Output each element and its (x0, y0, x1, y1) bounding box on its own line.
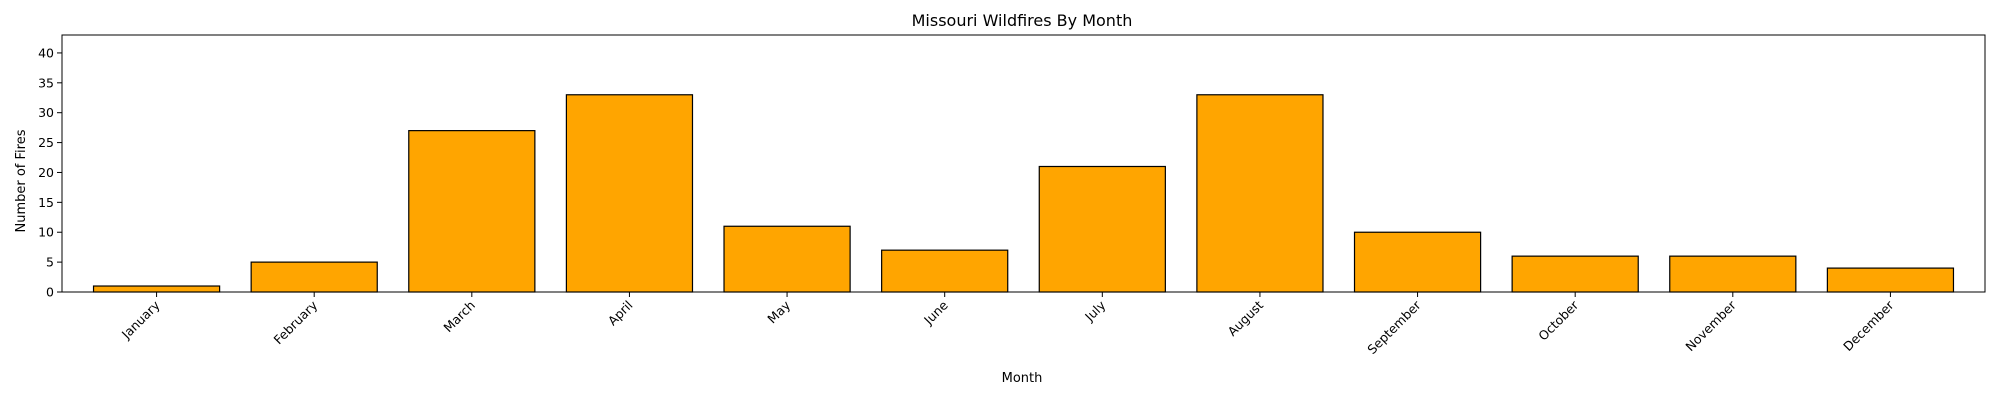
x-tick-label: August (1225, 297, 1267, 339)
bar-december (1826, 267, 1955, 293)
y-axis: 0 5 10 15 20 25 30 35 40 (38, 45, 62, 300)
bar-november (1669, 255, 1797, 293)
bar-march (408, 130, 536, 293)
x-tick-label: November (1682, 297, 1739, 354)
y-tick-label: 30 (38, 105, 54, 120)
y-tick-label: 0 (46, 285, 54, 300)
x-axis-label: Month (1002, 371, 1043, 386)
x-tick-label: May (764, 297, 793, 326)
bars-group (92, 94, 1955, 293)
x-tick-label: October (1535, 297, 1582, 344)
x-tick-label: June (920, 297, 951, 328)
bar-april (565, 94, 694, 293)
y-tick-label: 25 (38, 135, 54, 150)
x-tick-label: December (1840, 297, 1897, 354)
y-tick-label: 20 (38, 165, 54, 180)
bar-june (881, 249, 1009, 293)
bar-july (1038, 165, 1166, 293)
x-tick-label: July (1081, 297, 1109, 325)
y-tick-label: 10 (38, 225, 54, 240)
bar-february (250, 261, 378, 293)
chart-title: Missouri Wildfires By Month (912, 11, 1133, 30)
plot-frame (61, 34, 1986, 293)
bar-september (1353, 231, 1482, 293)
y-tick-label: 40 (38, 45, 54, 60)
y-axis-label: Number of Fires (14, 129, 29, 232)
x-tick-label: January (118, 297, 163, 342)
x-tick-label: April (605, 298, 636, 329)
x-tick-label: February (271, 297, 321, 347)
x-tick-label: September (1364, 297, 1424, 357)
bar-august (1196, 94, 1324, 293)
bar-may (723, 225, 851, 293)
x-tick-label: March (440, 298, 478, 336)
y-tick-label: 15 (38, 195, 54, 210)
bar-october (1511, 255, 1639, 293)
y-tick-label: 5 (46, 255, 54, 270)
y-tick-label: 35 (38, 75, 54, 90)
x-axis: January February March April May June July Augu… (118, 292, 1897, 357)
bar-january (92, 285, 221, 293)
